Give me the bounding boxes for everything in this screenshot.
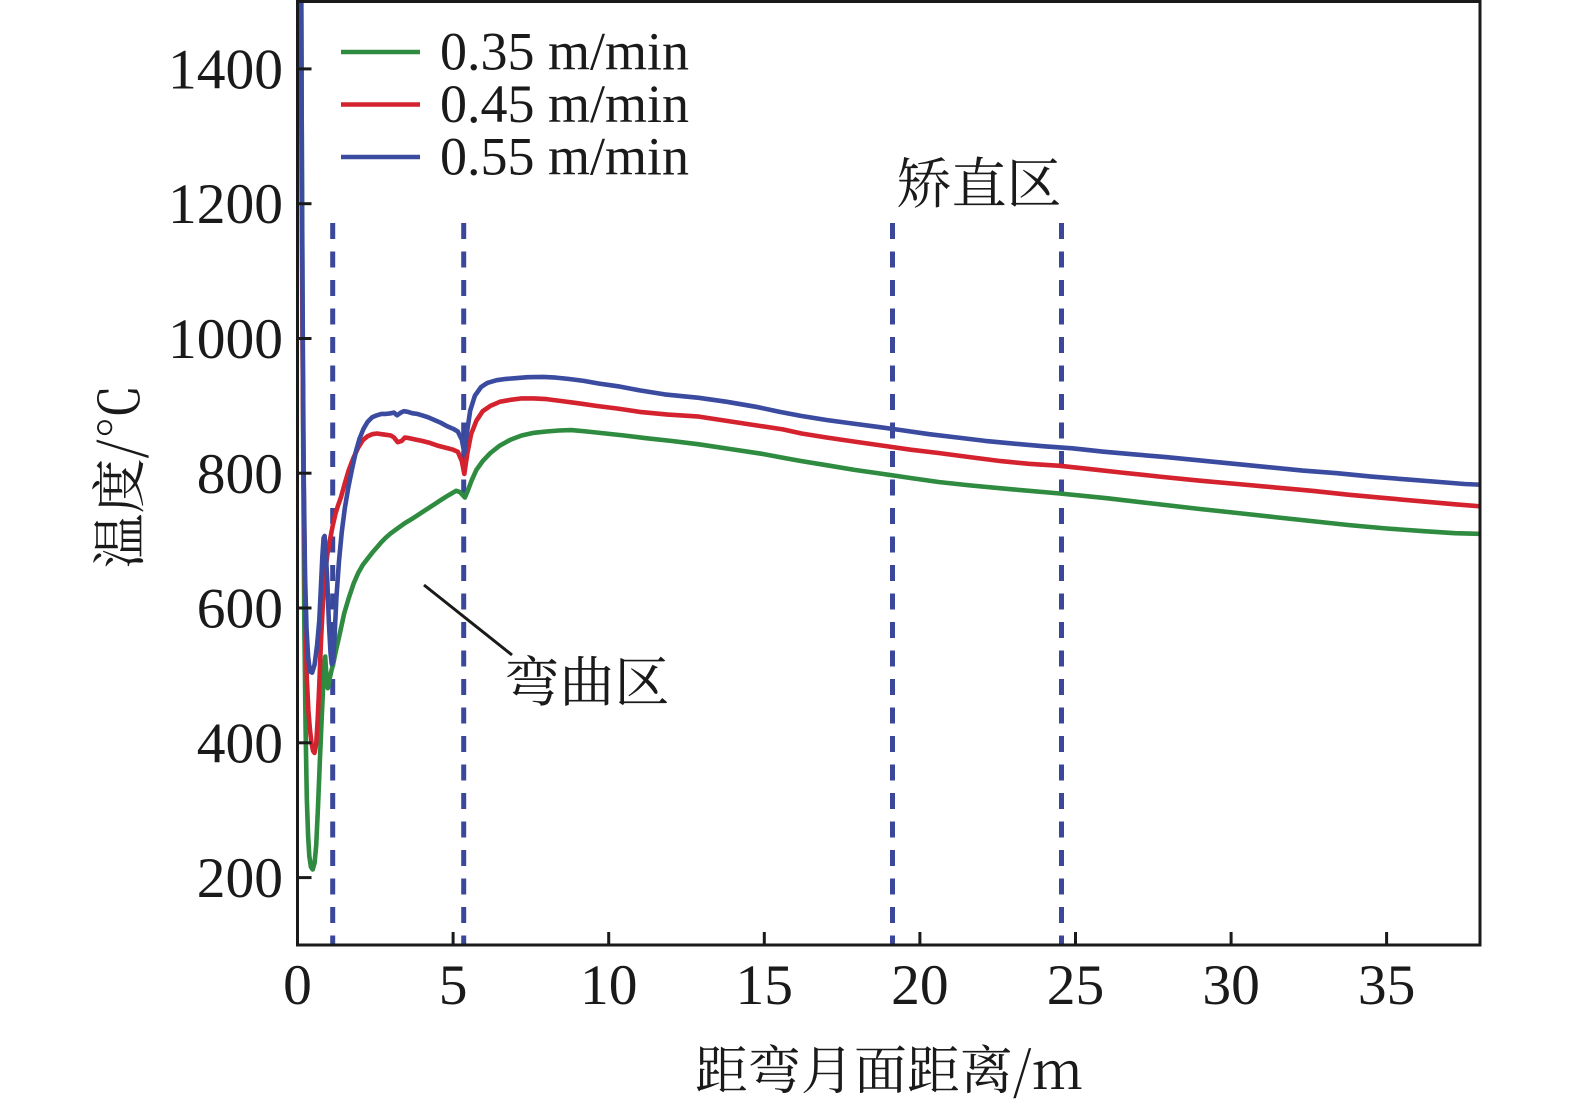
svg-text:15: 15 (736, 954, 794, 1017)
svg-text:1200: 1200 (168, 173, 283, 236)
svg-text:0.45 m/min: 0.45 m/min (440, 74, 689, 134)
svg-text:25: 25 (1047, 954, 1105, 1017)
svg-text:1400: 1400 (168, 38, 283, 101)
svg-text:200: 200 (197, 847, 283, 910)
svg-text:35: 35 (1358, 954, 1416, 1017)
svg-text:600: 600 (197, 578, 283, 641)
svg-text:10: 10 (580, 954, 638, 1017)
svg-text:30: 30 (1202, 954, 1260, 1017)
svg-text:800: 800 (197, 443, 283, 506)
svg-text:0.55 m/min: 0.55 m/min (440, 127, 689, 187)
svg-text:0.35 m/min: 0.35 m/min (440, 22, 689, 82)
svg-text:0: 0 (283, 954, 312, 1017)
svg-text:1000: 1000 (168, 308, 283, 371)
svg-text:20: 20 (891, 954, 949, 1017)
svg-text:5: 5 (439, 954, 468, 1017)
svg-text:400: 400 (197, 712, 283, 775)
